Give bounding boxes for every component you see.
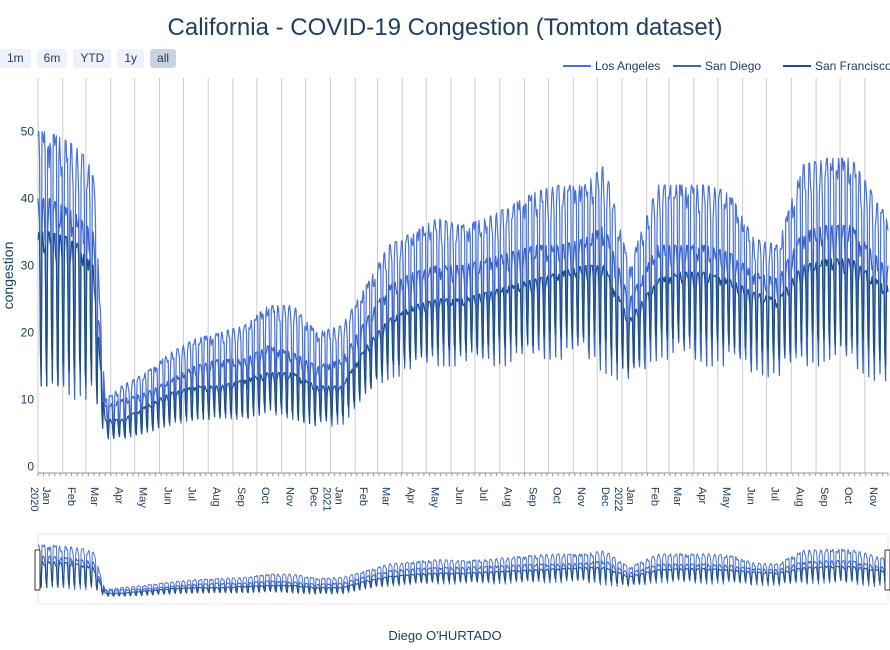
y-tick-label: 10 (21, 392, 35, 406)
x-tick-label: Jan (40, 487, 52, 505)
y-tick-label: 40 (21, 192, 35, 206)
x-tick-label: Oct (550, 487, 562, 504)
x-tick-label: Feb (649, 487, 661, 506)
range-button-all[interactable]: all (150, 49, 177, 68)
x-tick-label: Dec (599, 487, 611, 507)
range-button-1m[interactable]: 1m (0, 49, 31, 68)
x-tick-label: Nov (284, 487, 296, 507)
x-tick-year-label: 2021 (320, 487, 332, 511)
x-tick-label: Jul (477, 487, 489, 501)
x-tick-label: Apr (113, 487, 125, 504)
x-tick-year-label: 2022 (612, 487, 624, 511)
x-tick-label: Apr (404, 487, 416, 504)
x-tick-label: Mar (671, 487, 683, 506)
x-tick-label: Dec (308, 487, 320, 507)
x-tick-label: Apr (696, 487, 708, 504)
x-tick-label: May (720, 487, 732, 508)
range-slider-left-handle[interactable] (34, 549, 41, 591)
x-tick-label: Oct (259, 487, 271, 504)
x-tick-label: Jun (453, 487, 465, 505)
y-tick-label: 50 (21, 125, 35, 139)
x-tick-label: Feb (65, 487, 77, 506)
x-tick-label: May (428, 487, 440, 508)
x-tick-label: Aug (210, 487, 222, 507)
x-tick-label: Feb (357, 487, 369, 506)
y-tick-label: 20 (21, 325, 35, 339)
x-tick-label: Nov (575, 487, 587, 507)
x-tick-label: Jul (769, 487, 781, 501)
x-tick-label: Aug (793, 487, 805, 507)
range-slider-right-handle[interactable] (884, 549, 890, 591)
range-slider-line-san-francisco (37, 561, 889, 597)
range-button-6m[interactable]: 6m (36, 49, 68, 68)
x-tick-year-label: 2020 (28, 487, 40, 511)
x-tick-label: Mar (88, 487, 100, 506)
y-tick-label: 0 (27, 459, 34, 473)
series-line-san-francisco (37, 231, 889, 440)
chart-title: California - COVID-19 Congestion (Tomtom… (167, 14, 723, 41)
range-button-1y[interactable]: 1y (117, 49, 145, 68)
chart-footer: Diego O'HURTADO (388, 628, 502, 643)
x-tick-label: May (137, 487, 149, 508)
legend-label-los-angeles: Los Angeles (595, 59, 660, 73)
legend-label-san-diego: San Diego (705, 59, 761, 73)
x-tick-label: Sep (527, 487, 539, 507)
range-selector: 1m 6m YTD 1y all (0, 49, 177, 68)
y-axis-label: congestion (0, 242, 16, 310)
x-tick-label: Sep (235, 487, 247, 507)
x-tick-label: Aug (502, 487, 514, 507)
y-tick-label: 30 (21, 258, 35, 272)
x-tick-label: Jul (185, 487, 197, 501)
legend-label-san-francisco: San Francisco (815, 59, 890, 73)
x-tick-label: Jun (161, 487, 173, 505)
range-button-ytd[interactable]: YTD (73, 49, 112, 68)
x-tick-label: Sep (818, 487, 830, 507)
x-tick-label: Jun (745, 487, 757, 505)
x-tick-label: Jan (332, 487, 344, 505)
x-tick-label: Oct (842, 487, 854, 504)
x-tick-label: Mar (380, 487, 392, 506)
range-slider-line-san-diego (37, 555, 889, 597)
x-tick-label: Jan (624, 487, 636, 505)
x-tick-label: Nov (867, 487, 879, 507)
